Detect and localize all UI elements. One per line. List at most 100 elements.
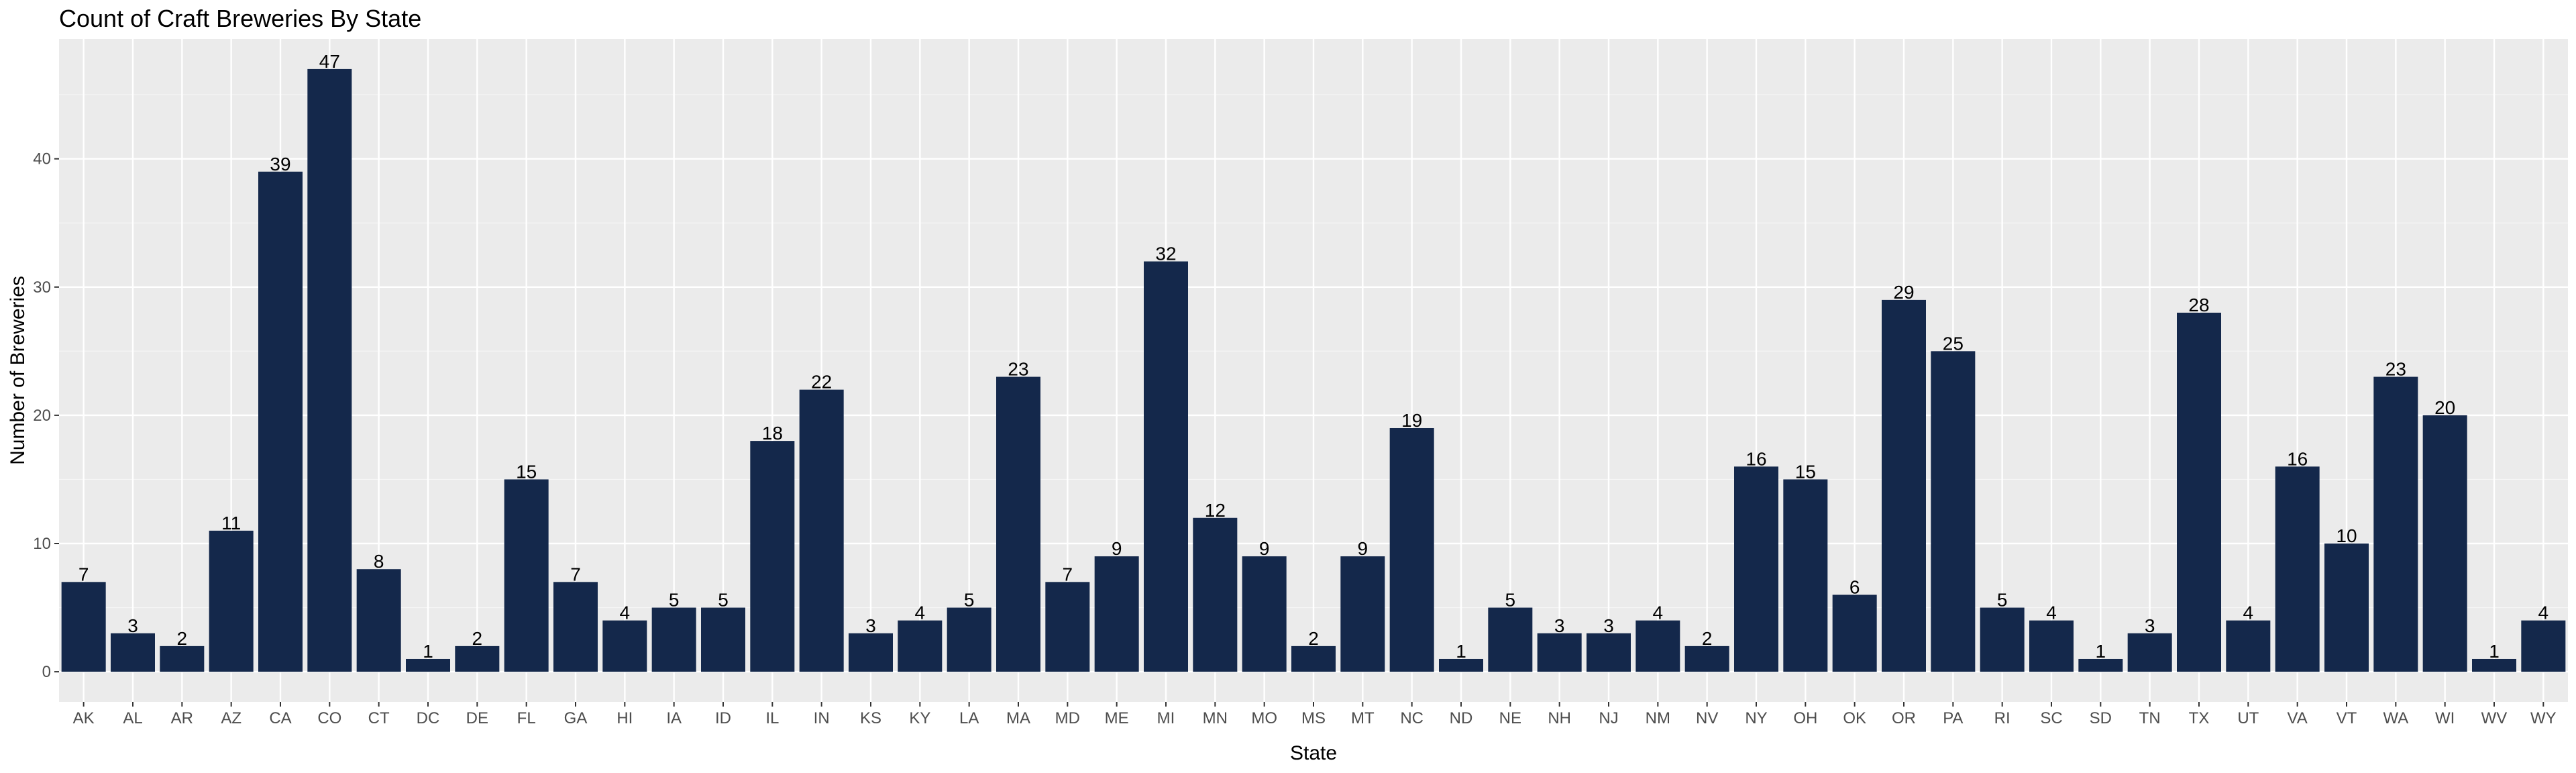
x-tick-label-nj: NJ <box>1599 709 1618 727</box>
bar-az <box>209 530 254 672</box>
data-label-ks: 3 <box>865 615 876 636</box>
y-axis: 0 10 20 30 40 <box>33 150 59 681</box>
x-tick-label-fl: FL <box>517 709 536 727</box>
data-label-mi: 32 <box>1155 244 1176 264</box>
bar-nv <box>1684 646 1729 672</box>
x-tick-label-nh: NH <box>1548 709 1571 727</box>
data-label-or: 29 <box>1893 282 1914 303</box>
bar-dc <box>406 658 450 672</box>
bar-mn <box>1193 517 1238 672</box>
bar-vt <box>2324 543 2369 672</box>
data-label-pa: 25 <box>1943 333 1964 354</box>
data-label-ok: 6 <box>1849 576 1860 597</box>
bar-pa <box>1931 351 1976 672</box>
data-label-wi: 20 <box>2434 397 2455 418</box>
bar-ri <box>1980 607 2025 672</box>
bar-fl <box>504 479 549 672</box>
x-tick-label-ms: MS <box>1301 709 1326 727</box>
data-label-ca: 39 <box>270 154 290 174</box>
x-tick-label-or: OR <box>1892 709 1916 727</box>
bar-il <box>750 441 795 672</box>
bar-nj <box>1587 633 1631 672</box>
data-label-ak: 7 <box>78 564 89 584</box>
x-tick-label-sc: SC <box>2040 709 2062 727</box>
y-tick-label: 40 <box>33 150 51 168</box>
bar-al <box>111 633 155 672</box>
x-tick-label-ks: KS <box>860 709 881 727</box>
bar-ms <box>1291 646 1336 672</box>
x-tick-label-ca: CA <box>269 709 291 727</box>
bar-va <box>2275 466 2320 672</box>
x-tick-label-de: DE <box>466 709 488 727</box>
x-tick-label-ne: NE <box>1499 709 1521 727</box>
x-tick-label-id: ID <box>715 709 731 727</box>
bar-ak <box>61 582 106 672</box>
data-label-ky: 4 <box>915 603 926 623</box>
data-label-me: 9 <box>1112 538 1122 559</box>
bar-wi <box>2422 415 2467 672</box>
y-tick-label: 20 <box>33 407 51 425</box>
bar-la <box>947 607 991 672</box>
x-tick-label-wi: WI <box>2435 709 2455 727</box>
data-label-mo: 9 <box>1259 538 1270 559</box>
data-label-wy: 4 <box>2538 603 2549 623</box>
bar-co <box>307 68 352 672</box>
chart-title: Count of Craft Breweries By State <box>59 5 421 32</box>
bar-wa <box>2373 376 2418 672</box>
data-label-fl: 15 <box>516 461 537 482</box>
x-axis: AK AL AR AZ CA CO CT DC DE FL GA HI IA ID IL IN KS KY LA MA… <box>73 702 2557 727</box>
bar-ia <box>651 607 696 672</box>
data-label-nh: 3 <box>1554 615 1565 636</box>
x-tick-label-nm: NM <box>1646 709 1670 727</box>
x-tick-label-tn: TN <box>2139 709 2161 727</box>
bar-hi <box>602 620 647 672</box>
bar-mt <box>1340 556 1385 672</box>
x-tick-label-tx: TX <box>2189 709 2210 727</box>
bar-sd <box>2078 658 2123 672</box>
data-label-la: 5 <box>964 590 975 611</box>
data-label-va: 16 <box>2287 448 2308 469</box>
data-label-il: 18 <box>762 423 783 444</box>
bar-wy <box>2521 620 2566 672</box>
x-tick-label-ar: AR <box>171 709 193 727</box>
x-tick-label-me: ME <box>1105 709 1129 727</box>
x-tick-label-wy: WY <box>2530 709 2557 727</box>
x-tick-label-dc: DC <box>417 709 440 727</box>
bar-id <box>701 607 745 672</box>
bar-ne <box>1488 607 1533 672</box>
bar-nm <box>1635 620 1680 672</box>
bar-tn <box>2127 633 2172 672</box>
data-label-hi: 4 <box>620 603 631 623</box>
x-tick-label-ga: GA <box>564 709 588 727</box>
x-tick-label-ok: OK <box>1843 709 1866 727</box>
x-tick-label-ma: MA <box>1006 709 1030 727</box>
x-tick-label-mn: MN <box>1203 709 1228 727</box>
data-label-co: 47 <box>319 51 340 72</box>
data-label-md: 7 <box>1063 564 1073 584</box>
bar-ga <box>553 582 598 672</box>
data-label-nv: 2 <box>1702 628 1713 649</box>
data-label-tx: 28 <box>2188 295 2209 315</box>
bars-group <box>61 68 2566 672</box>
x-tick-label-hi: HI <box>616 709 633 727</box>
data-label-mn: 12 <box>1205 500 1226 521</box>
x-tick-label-il: IL <box>765 709 779 727</box>
x-axis-title: State <box>1290 742 1337 764</box>
data-label-id: 5 <box>718 590 729 611</box>
data-label-vt: 10 <box>2336 525 2357 546</box>
bar-mo <box>1242 556 1287 672</box>
data-label-dc: 1 <box>423 641 433 662</box>
bar-wv <box>2472 658 2516 672</box>
x-tick-label-nd: ND <box>1450 709 1473 727</box>
bar-or <box>1882 299 1926 672</box>
data-label-ne: 5 <box>1505 590 1516 611</box>
bar-nc <box>1389 427 1434 672</box>
x-tick-label-ak: AK <box>73 709 95 727</box>
y-axis-title: Number of Breweries <box>7 276 29 465</box>
data-label-tn: 3 <box>2145 615 2155 636</box>
data-label-oh: 15 <box>1795 461 1816 482</box>
x-tick-label-oh: OH <box>1793 709 1817 727</box>
data-label-ma: 23 <box>1008 359 1028 380</box>
bar-ca <box>258 171 303 672</box>
